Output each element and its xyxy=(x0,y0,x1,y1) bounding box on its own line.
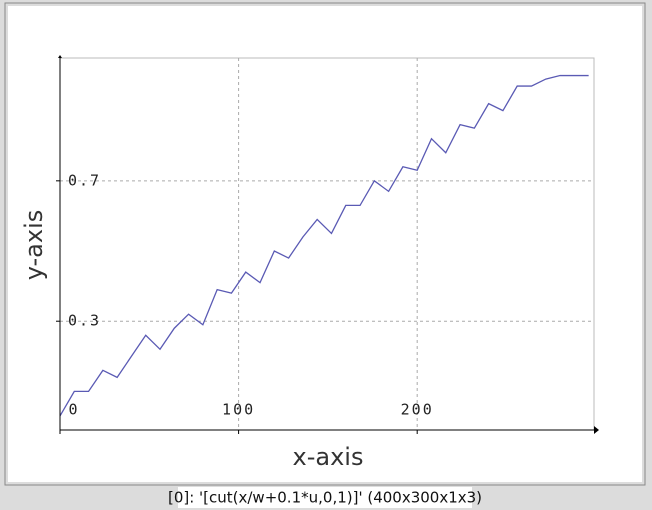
y-tick-label: 0.3 xyxy=(68,312,101,330)
x-axis-label: x-axis xyxy=(293,443,364,471)
x-axis-arrow xyxy=(594,426,599,434)
data-line xyxy=(59,74,589,417)
x-tick-label: 200 xyxy=(401,401,434,419)
x-tick-label: 100 xyxy=(222,401,255,419)
x-tick-label: 0 xyxy=(68,401,79,419)
plot-panel xyxy=(8,6,642,482)
caption-background xyxy=(178,487,472,508)
y-axis-arrow xyxy=(58,55,62,58)
caption: [0]: '[cut(x/w+0.1*u,0,1)]' (400x300x1x3… xyxy=(168,489,482,507)
y-axis-label: y-axis xyxy=(20,210,48,281)
y-tick-label: 0.7 xyxy=(68,171,101,189)
